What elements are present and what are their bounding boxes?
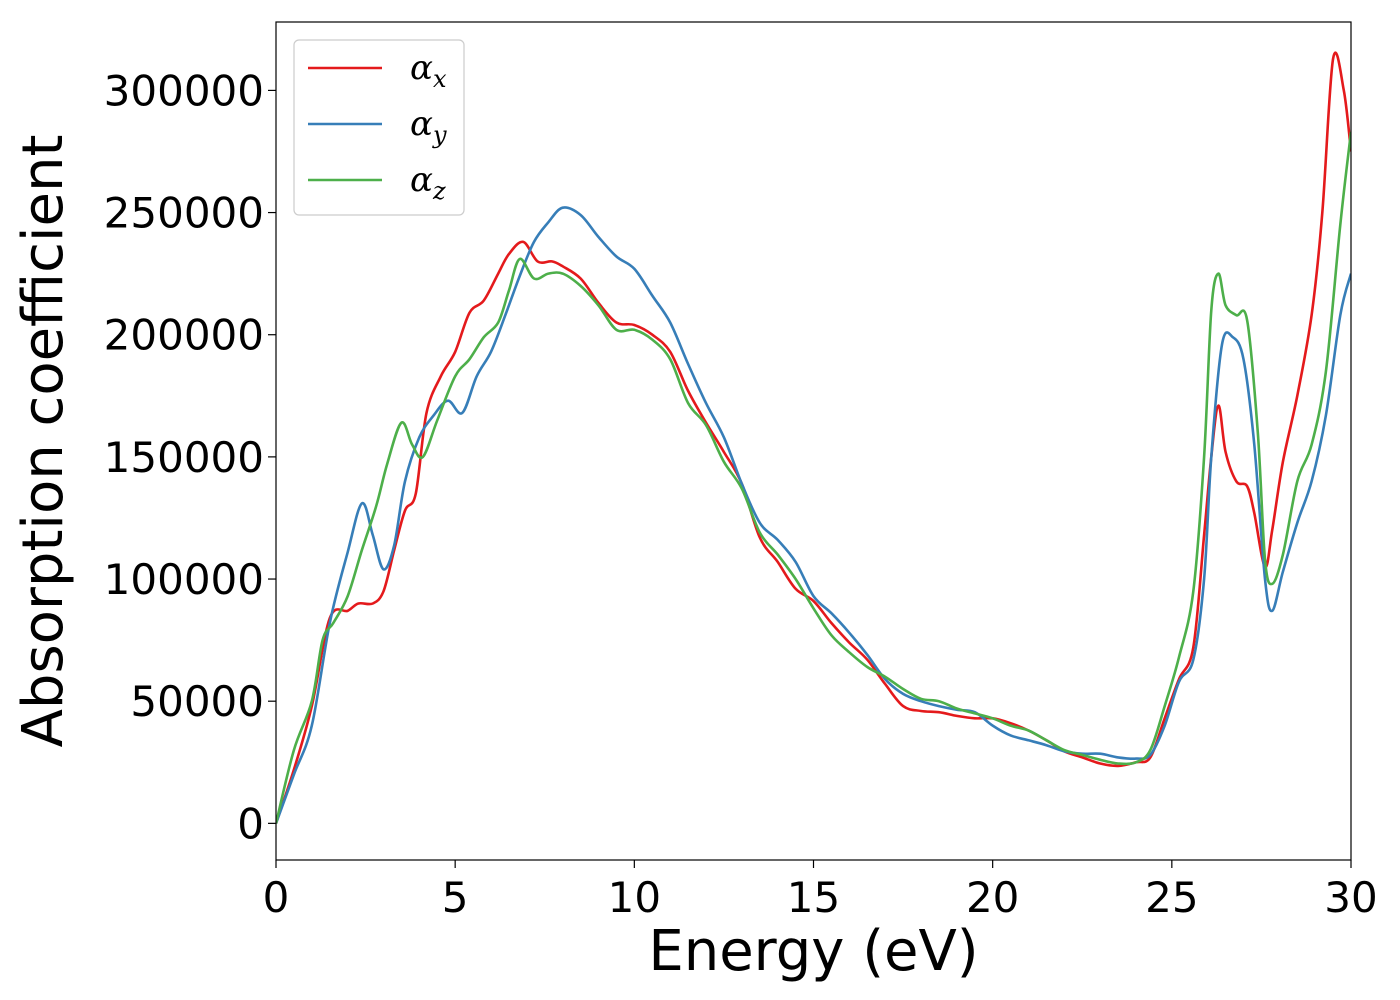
y-axis: 0 50000 100000 150000 200000 250000 300000 (104, 66, 276, 848)
legend-box (293, 39, 465, 216)
legend: αx αy αz (293, 39, 465, 216)
x-tick-label: 30 (1324, 873, 1377, 922)
x-tick-label: 10 (608, 873, 661, 922)
x-tick-label: 0 (263, 873, 290, 922)
series-lines (276, 51, 1351, 824)
x-tick-label: 25 (1145, 873, 1198, 922)
y-axis-label: Absorption coefficient (11, 135, 76, 748)
legend-label: αy (410, 104, 447, 149)
x-tick-label: 15 (787, 873, 840, 922)
y-tick-label: 50000 (130, 677, 264, 726)
x-axis-label: Energy (eV) (648, 919, 978, 984)
series-alpha-y-line (276, 206, 1351, 824)
y-tick-label: 250000 (104, 189, 264, 238)
x-axis: 0 5 10 15 20 25 30 (263, 860, 1378, 922)
series-alpha-x-line (276, 51, 1351, 824)
y-tick-label: 150000 (104, 433, 264, 482)
y-tick-label: 0 (237, 799, 264, 848)
series-alpha-z-line (276, 131, 1351, 824)
y-tick-label: 100000 (104, 555, 264, 604)
legend-label: αx (410, 48, 447, 93)
legend-label: αz (410, 160, 446, 205)
x-tick-label: 20 (966, 873, 1019, 922)
y-tick-label: 300000 (104, 66, 264, 115)
x-tick-label: 5 (442, 873, 469, 922)
y-tick-label: 200000 (104, 311, 264, 360)
